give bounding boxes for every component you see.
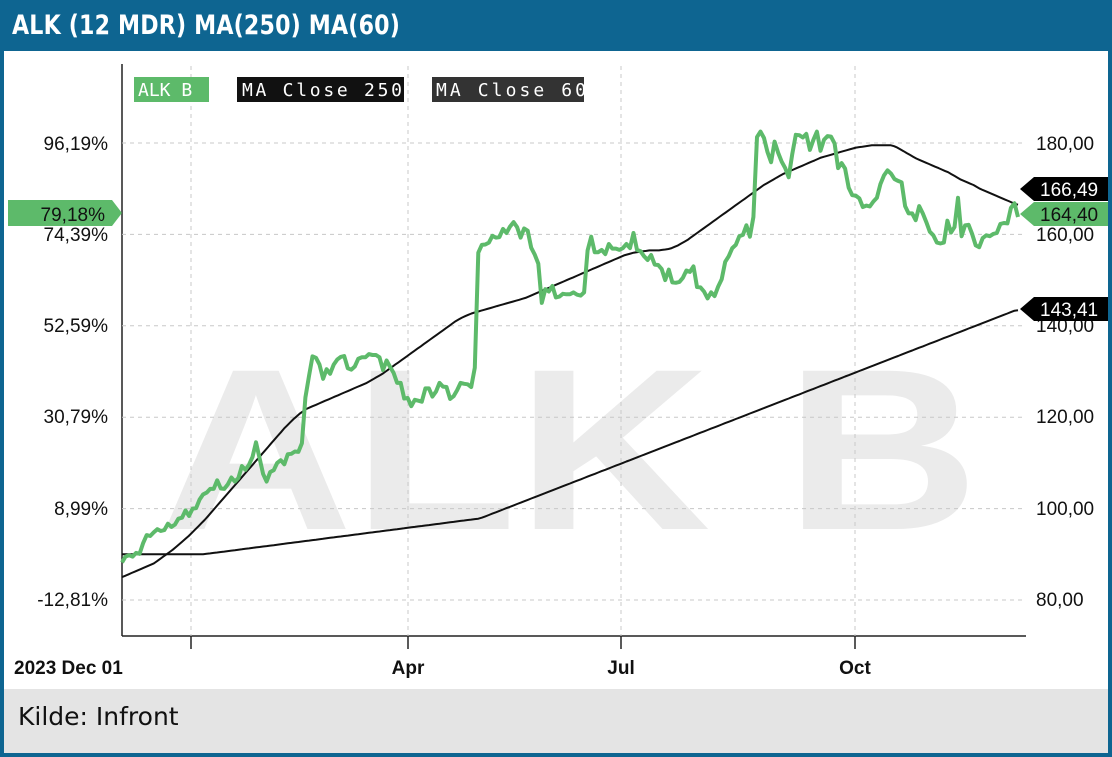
pct-marker-label: 79,18% <box>41 205 106 226</box>
series-line-ma-close-250 <box>122 309 1019 556</box>
last-price-marker: 164,40 <box>1020 202 1108 226</box>
legend-swatch <box>134 77 209 102</box>
y-left-tick: 30,79% <box>44 407 109 428</box>
x-tick-label: Apr <box>392 658 425 679</box>
y-left-tick: 74,39% <box>44 225 109 246</box>
legend-item-alk[interactable]: ALK B <box>134 77 209 102</box>
x-axis: 2023 Dec 01 Apr Jul Oct <box>14 636 872 679</box>
ma60-marker-label: 166,49 <box>1040 180 1098 201</box>
legend-label: ALK B <box>138 80 192 101</box>
source-label: Kilde: Infront <box>18 702 179 731</box>
y-right-tick: 80,00 <box>1036 590 1084 611</box>
ma250-marker-label: 143,41 <box>1040 300 1098 321</box>
source-bar: Kilde: Infront <box>4 689 1108 753</box>
y-left-axis: 96,19% 74,39% 52,59% 30,79% 8,99% -12,81… <box>37 134 108 611</box>
legend: ALK B MA Close 250 MA Close 60 <box>134 77 586 102</box>
y-right-tick: 100,00 <box>1036 499 1094 520</box>
legend-item-ma60[interactable]: MA Close 60 <box>432 77 586 102</box>
ma250-marker-bg <box>1020 297 1108 321</box>
ma60-marker: 166,49 <box>1020 177 1108 201</box>
series-layer <box>120 129 1020 579</box>
y-right-tick: 120,00 <box>1036 407 1094 428</box>
y-left-tick: -12,81% <box>37 590 108 611</box>
ma250-marker: 143,41 <box>1020 297 1108 321</box>
title-bar: ALK (12 MDR) MA(250) MA(60) <box>4 4 1108 51</box>
x-tick-label: Jul <box>607 658 634 679</box>
pct-marker-bg <box>8 200 122 226</box>
y-right-axis: 180,00 160,00 140,00 120,00 100,00 80,00 <box>1036 134 1094 611</box>
y-left-tick: 52,59% <box>44 316 109 337</box>
legend-label: MA Close 60 <box>436 80 586 101</box>
x-tick-label: 2023 Dec 01 <box>14 658 123 679</box>
last-price-marker-bg <box>1020 202 1108 226</box>
x-tick-label: Oct <box>839 658 871 679</box>
y-left-tick: 96,19% <box>44 134 109 155</box>
y-right-tick: 160,00 <box>1036 225 1094 246</box>
ma60-marker-bg <box>1020 177 1108 201</box>
legend-swatch <box>432 77 584 102</box>
legend-swatch <box>237 77 404 102</box>
y-right-tick: 140,00 <box>1036 316 1094 337</box>
series-line-alk-b <box>120 129 1020 564</box>
series-line-ma-close-60 <box>121 144 1019 579</box>
pct-marker: 79,18% <box>8 200 122 226</box>
y-right-tick: 180,00 <box>1036 134 1094 155</box>
watermark: ALK B <box>159 321 979 578</box>
gridlines <box>122 66 1026 636</box>
y-left-tick: 8,99% <box>54 499 108 520</box>
last-price-marker-label: 164,40 <box>1040 205 1098 226</box>
chart-title: ALK (12 MDR) MA(250) MA(60) <box>12 10 401 41</box>
legend-item-ma250[interactable]: MA Close 250 <box>237 77 404 102</box>
price-chart: ALK B 96,19% 74,39% 52,59% 30,79% 8,99% … <box>8 64 1108 679</box>
